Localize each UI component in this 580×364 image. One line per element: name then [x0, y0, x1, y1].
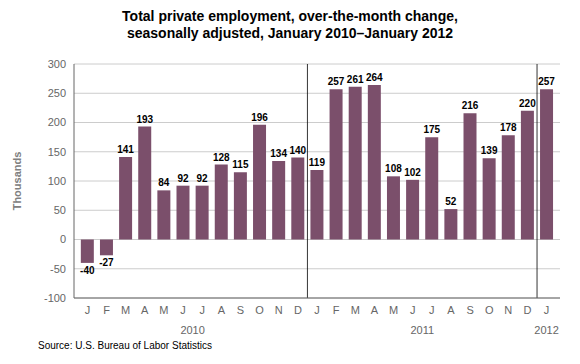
- svg-text:50: 50: [54, 204, 66, 216]
- svg-text:261: 261: [347, 74, 364, 85]
- svg-text:139: 139: [481, 145, 498, 156]
- svg-text:128: 128: [213, 152, 230, 163]
- svg-text:200: 200: [48, 116, 66, 128]
- svg-text:300: 300: [48, 58, 66, 70]
- svg-text:Thousands: Thousands: [11, 152, 23, 211]
- svg-text:2012: 2012: [534, 324, 558, 336]
- svg-text:D: D: [523, 304, 531, 316]
- svg-text:F: F: [333, 304, 340, 316]
- svg-text:J: J: [544, 304, 550, 316]
- svg-text:D: D: [294, 304, 302, 316]
- svg-text:108: 108: [385, 163, 402, 174]
- svg-text:178: 178: [500, 122, 517, 133]
- svg-text:N: N: [504, 304, 512, 316]
- svg-text:0: 0: [60, 233, 66, 245]
- svg-text:A: A: [218, 304, 226, 316]
- svg-text:N: N: [275, 304, 283, 316]
- svg-text:92: 92: [197, 173, 209, 184]
- svg-text:O: O: [485, 304, 494, 316]
- svg-text:A: A: [141, 304, 149, 316]
- svg-text:250: 250: [48, 87, 66, 99]
- svg-text:2011: 2011: [410, 324, 434, 336]
- svg-text:J: J: [199, 304, 205, 316]
- svg-text:M: M: [389, 304, 398, 316]
- svg-text:M: M: [351, 304, 360, 316]
- svg-text:193: 193: [136, 114, 153, 125]
- svg-text:141: 141: [117, 144, 134, 155]
- html-text:Total private employment, over: Total private employment, over-the-month…: [122, 8, 458, 41]
- svg-text:140: 140: [289, 145, 306, 156]
- svg-text:S: S: [237, 304, 244, 316]
- svg-text:J: J: [314, 304, 320, 316]
- svg-text:J: J: [180, 304, 186, 316]
- svg-text:M: M: [159, 304, 168, 316]
- svg-text:257: 257: [538, 76, 555, 87]
- svg-text:216: 216: [462, 100, 479, 111]
- svg-text:220: 220: [519, 98, 536, 109]
- svg-text:A: A: [371, 304, 379, 316]
- svg-text:2010: 2010: [180, 324, 204, 336]
- svg-text:100: 100: [48, 175, 66, 187]
- svg-text:134: 134: [270, 148, 287, 159]
- svg-text:-50: -50: [50, 263, 66, 275]
- svg-text:A: A: [447, 304, 455, 316]
- svg-text:150: 150: [48, 146, 66, 158]
- svg-text:-40: -40: [80, 265, 95, 276]
- svg-text:J: J: [85, 304, 91, 316]
- svg-text:92: 92: [177, 173, 189, 184]
- svg-text:O: O: [255, 304, 264, 316]
- svg-text:F: F: [103, 304, 110, 316]
- svg-text:84: 84: [158, 177, 170, 188]
- svg-text:196: 196: [251, 112, 268, 123]
- svg-text:175: 175: [423, 124, 440, 135]
- svg-text:102: 102: [404, 167, 421, 178]
- svg-text:-27: -27: [99, 257, 114, 268]
- svg-text:J: J: [410, 304, 416, 316]
- svg-text:-100: -100: [44, 292, 66, 304]
- svg-text:S: S: [466, 304, 473, 316]
- html-text:Source: U.S. Bureau of Labor S: Source: U.S. Bureau of Labor Statistics: [38, 340, 212, 351]
- svg-text:257: 257: [328, 76, 345, 87]
- svg-text:115: 115: [232, 159, 249, 170]
- svg-text:119: 119: [309, 157, 326, 168]
- svg-text:52: 52: [445, 196, 457, 207]
- svg-text:264: 264: [366, 72, 383, 83]
- svg-text:M: M: [121, 304, 130, 316]
- svg-text:J: J: [429, 304, 435, 316]
